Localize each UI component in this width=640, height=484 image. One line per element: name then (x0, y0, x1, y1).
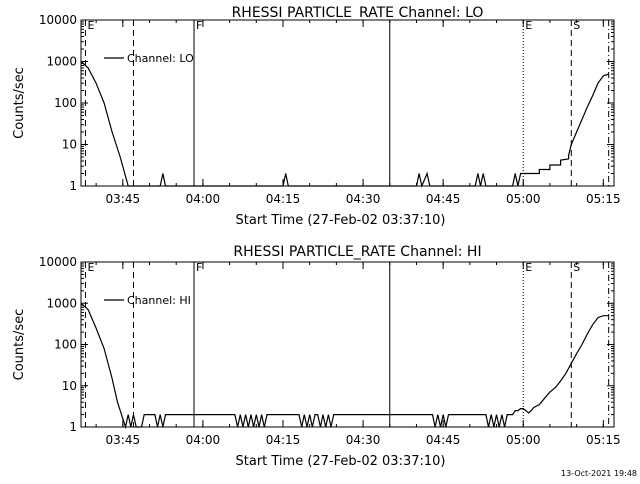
legend-label: Channel: LO (127, 52, 194, 65)
series-line (80, 302, 609, 430)
panel-hi: RHESSI PARTICLE_RATE Channel: HI 1 10 100 10… (12, 244, 621, 469)
x-tick-label: 04:45 (426, 192, 461, 206)
x-tick-label: 04:30 (346, 192, 381, 206)
y-axis-label: Counts/sec (12, 309, 27, 381)
x-tick-label: 03:45 (106, 433, 141, 447)
x-tick-label: 05:00 (506, 433, 541, 447)
y-tick-label: 100 (54, 96, 77, 110)
x-axis-label: Start Time (27-Feb-02 03:37:10) (236, 213, 446, 228)
y-tick-label: 1000 (46, 55, 77, 69)
y-tick-label: 10 (62, 379, 77, 393)
event-marker-label: E (87, 261, 94, 274)
x-tick-label: 04:00 (186, 192, 221, 206)
event-marker-label: E (525, 19, 532, 32)
series-line (80, 61, 609, 188)
x-tick-label: 03:45 (106, 192, 141, 206)
chart-title: RHESSI PARTICLE_RATE Channel: LO (232, 5, 484, 21)
x-tick-label: 05:15 (586, 433, 621, 447)
event-marker-label: F (196, 19, 202, 32)
x-tick-label: 04:15 (266, 433, 301, 447)
x-tick-label: 04:00 (186, 433, 221, 447)
x-tick-label: 04:15 (266, 192, 301, 206)
panel-lo: RHESSI PARTICLE_RATE Channel: LO 1 10 100 10… (12, 5, 621, 228)
y-tick-label: 100 (54, 338, 77, 352)
x-tick-label: 04:30 (346, 433, 381, 447)
x-axis-label: Start Time (27-Feb-02 03:37:10) (236, 454, 446, 469)
footer-timestamp: 13-Oct-2021 19:48 (561, 469, 637, 478)
y-axis-label: Counts/sec (12, 67, 27, 139)
event-marker-label: S (573, 19, 580, 32)
y-tick-label: 10 (62, 138, 77, 152)
y-tick-label: 10000 (39, 13, 77, 27)
y-tick-label: 10000 (39, 255, 77, 269)
x-tick-label: 04:45 (426, 433, 461, 447)
event-marker-label: E (525, 261, 532, 274)
y-tick-label: 1 (69, 420, 77, 434)
event-marker-label: F (196, 261, 202, 274)
legend-label: Channel: HI (127, 294, 191, 307)
x-tick-label: 05:00 (506, 192, 541, 206)
chart-title: RHESSI PARTICLE_RATE Channel: HI (233, 244, 481, 260)
x-tick-label: 05:15 (586, 192, 621, 206)
y-tick-label: 1000 (46, 296, 77, 310)
event-marker-label: S (573, 261, 580, 274)
event-marker-label: E (87, 19, 94, 32)
y-tick-label: 1 (69, 179, 77, 193)
